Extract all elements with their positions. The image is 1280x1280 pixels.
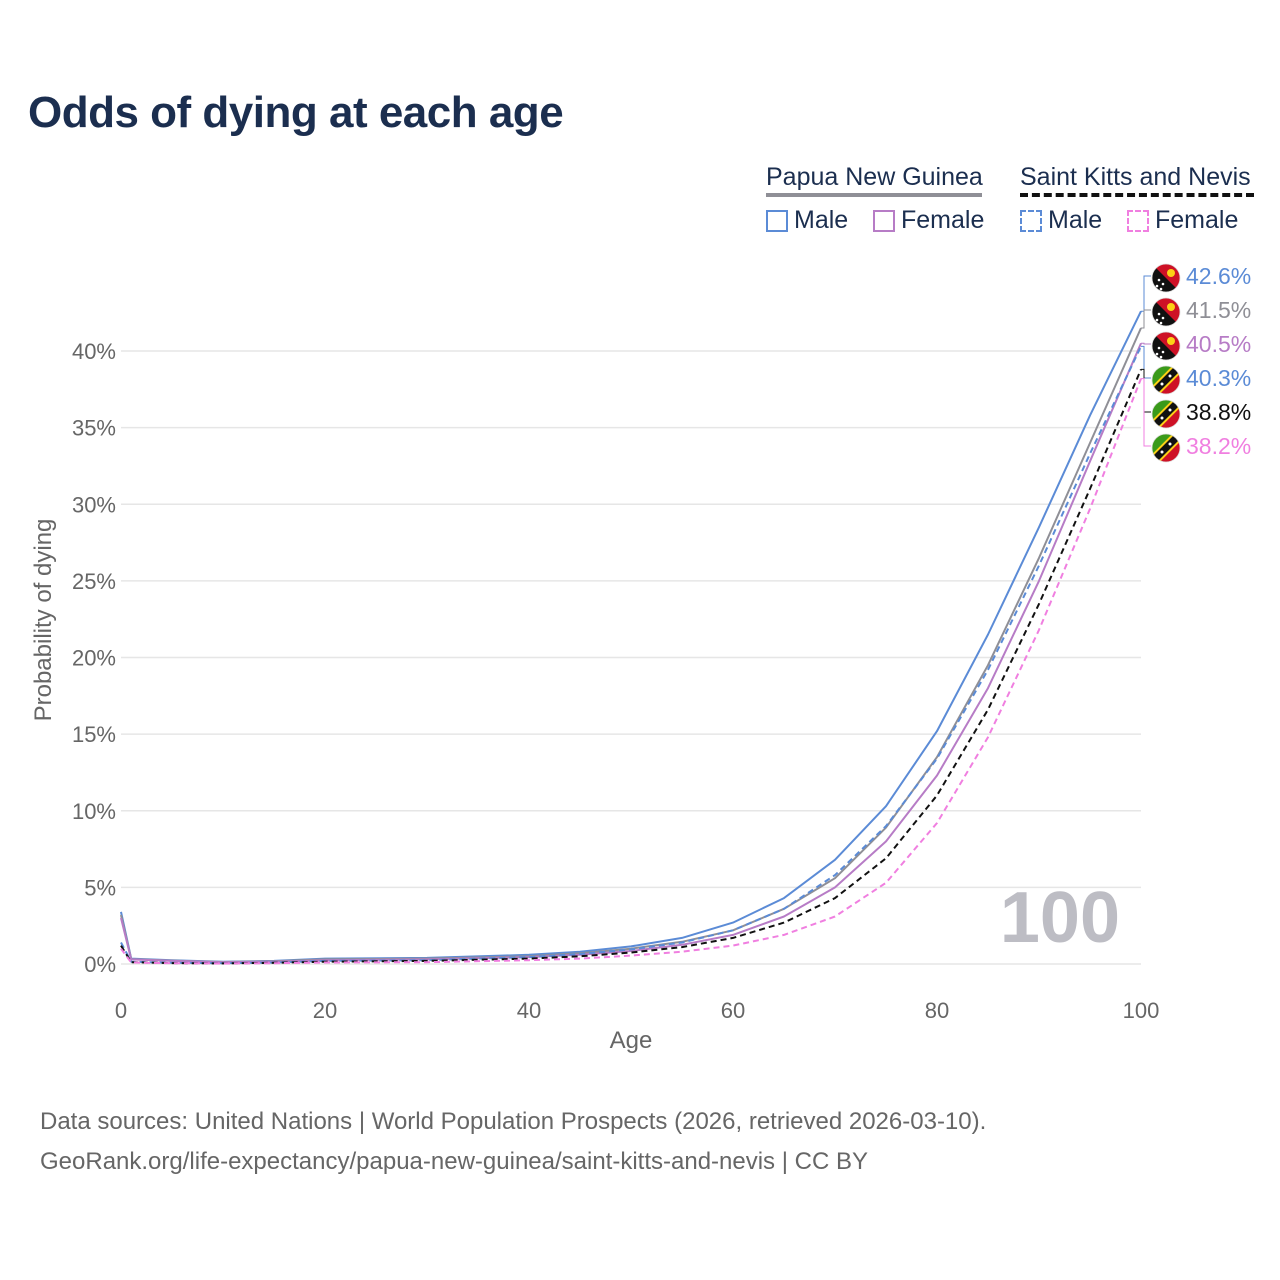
skn-flag-icon bbox=[1151, 365, 1181, 395]
y-tick-label: 30% bbox=[72, 492, 116, 517]
legend-swatch-female bbox=[873, 209, 895, 232]
legend-group-png: Papua New Guinea bbox=[766, 163, 983, 191]
footer-sources: Data sources: United Nations | World Pop… bbox=[40, 1108, 987, 1135]
y-tick-label: 0% bbox=[84, 952, 116, 977]
x-axis-ticks: 0 20 40 60 80 100 bbox=[115, 998, 1159, 1023]
line-chart: 0% 5% 10% 15% 20% 25% 30% 35% 40% 0 20 40 60 80 100 1… bbox=[30, 263, 1251, 1054]
y-tick-label: 20% bbox=[72, 646, 116, 671]
legend-label-male: Male bbox=[794, 206, 849, 234]
legend-swatch-male-dashed bbox=[1020, 209, 1042, 232]
legend-item-png-male[interactable]: Male bbox=[766, 206, 848, 235]
y-tick-label: 15% bbox=[72, 722, 116, 747]
series-line-png-total[interactable] bbox=[120, 327, 1142, 963]
label-connector bbox=[1141, 342, 1151, 345]
legend-label-female: Female bbox=[1155, 206, 1239, 234]
series-line-png-male[interactable] bbox=[120, 310, 1142, 963]
label-connector bbox=[1141, 345, 1151, 379]
y-tick-label: 5% bbox=[84, 875, 116, 900]
end-label-skn-male: 40.3% bbox=[1186, 365, 1251, 391]
y-tick-label: 35% bbox=[72, 416, 116, 441]
end-label-png-total: 41.5% bbox=[1186, 297, 1251, 323]
label-connector bbox=[1141, 309, 1151, 329]
x-tick-label: 100 bbox=[1123, 998, 1160, 1023]
grid-lines bbox=[121, 350, 1141, 965]
age-watermark: 100 bbox=[1000, 878, 1120, 958]
legend-underline-skn bbox=[1020, 193, 1254, 197]
y-axis-ticks: 0% 5% 10% 15% 20% 25% 30% 35% 40% bbox=[72, 339, 116, 977]
series-line-skn-total[interactable] bbox=[120, 369, 1142, 965]
chart-title: Odds of dying at each age bbox=[28, 88, 564, 137]
x-tick-label: 60 bbox=[721, 998, 745, 1023]
end-label-png-female: 40.5% bbox=[1186, 331, 1251, 357]
legend-label-female: Female bbox=[901, 206, 985, 234]
end-label-skn-total: 38.8% bbox=[1186, 399, 1251, 425]
end-label-png-male: 42.6% bbox=[1186, 263, 1251, 289]
y-tick-label: 25% bbox=[72, 569, 116, 594]
series-line-skn-male[interactable] bbox=[120, 345, 1142, 965]
label-connector bbox=[1141, 275, 1151, 312]
x-tick-label: 20 bbox=[313, 998, 337, 1023]
series-lines bbox=[120, 310, 1142, 965]
legend-label-male: Male bbox=[1048, 206, 1103, 234]
end-labels: 42.6% 41.5% 40.5% 40.3% 38.8% 38.2% bbox=[1141, 263, 1251, 463]
skn-flag-icon bbox=[1151, 399, 1181, 429]
x-tick-label: 0 bbox=[115, 998, 127, 1023]
legend-swatch-female-dashed bbox=[1127, 209, 1149, 232]
legend-group-skn: Saint Kitts and Nevis bbox=[1020, 163, 1251, 191]
png-flag-icon bbox=[1151, 263, 1181, 293]
y-tick-label: 10% bbox=[72, 799, 116, 824]
legend-item-skn-female[interactable]: Female bbox=[1127, 206, 1238, 235]
y-tick-label: 40% bbox=[72, 339, 116, 364]
legend-underline-png bbox=[766, 193, 982, 197]
end-label-skn-female: 38.2% bbox=[1186, 433, 1251, 459]
x-axis-title: Age bbox=[610, 1027, 653, 1054]
label-connector bbox=[1141, 378, 1151, 447]
label-connector bbox=[1141, 368, 1151, 413]
x-tick-label: 80 bbox=[925, 998, 949, 1023]
png-flag-icon bbox=[1151, 331, 1181, 361]
footer-url[interactable]: GeoRank.org/life-expectancy/papua-new-gu… bbox=[40, 1148, 868, 1175]
skn-flag-icon bbox=[1151, 433, 1181, 463]
series-line-skn-female[interactable] bbox=[120, 378, 1142, 965]
png-flag-icon bbox=[1151, 297, 1181, 327]
x-tick-label: 40 bbox=[517, 998, 541, 1023]
series-line-png-female[interactable] bbox=[120, 342, 1142, 964]
legend-item-skn-male[interactable]: Male bbox=[1020, 206, 1102, 235]
legend-item-png-female[interactable]: Female bbox=[873, 206, 984, 235]
y-axis-title: Probability of dying bbox=[30, 519, 57, 722]
legend-swatch-male bbox=[766, 209, 788, 232]
